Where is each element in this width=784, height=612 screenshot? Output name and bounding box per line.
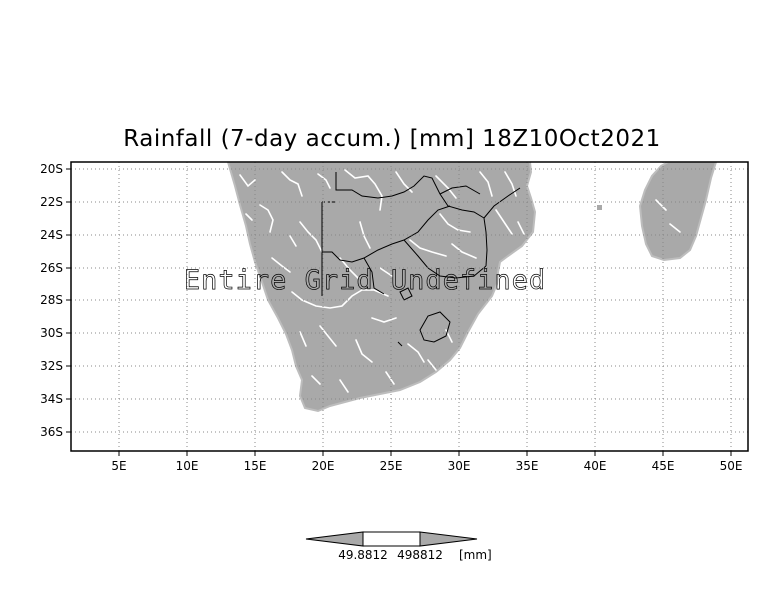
tick-marks — [66, 168, 732, 456]
lat-label-28s: 28S — [40, 293, 63, 307]
colorbar-unit: [mm] — [459, 548, 492, 562]
map-frame — [70, 161, 749, 452]
lon-label-10e: 10E — [176, 459, 199, 473]
undefined-grid-notice: Entire Grid Undefined — [184, 265, 546, 296]
colorbar-middle-box — [362, 531, 421, 547]
lat-label-36s: 36S — [40, 425, 63, 439]
lon-label-40e: 40E — [584, 459, 607, 473]
graticule — [71, 162, 748, 451]
colorbar: 49.8812 498812 [mm] — [305, 531, 492, 562]
colorbar-level-high: 498812 — [397, 548, 443, 562]
colorbar-left-arrow — [305, 531, 364, 547]
lon-label-50e: 50E — [720, 459, 743, 473]
lat-label-24s: 24S — [40, 228, 63, 242]
lon-label-5e: 5E — [111, 459, 126, 473]
map-area — [71, 162, 748, 451]
lon-label-20e: 20E — [312, 459, 335, 473]
lon-label-35e: 35E — [516, 459, 539, 473]
lat-label-20s: 20S — [40, 162, 63, 176]
lon-label-15e: 15E — [244, 459, 267, 473]
lon-label-30e: 30E — [448, 459, 471, 473]
lat-label-30s: 30S — [40, 326, 63, 340]
small-island — [597, 205, 602, 210]
lat-label-22s: 22S — [40, 195, 63, 209]
lon-label-25e: 25E — [380, 459, 403, 473]
lat-label-32s: 32S — [40, 359, 63, 373]
madagascar-land — [638, 162, 718, 262]
colorbar-level-low: 49.8812 — [338, 548, 388, 562]
latitude-labels: 20S 22S 24S 26S 28S 30S 32S 34S 36S — [40, 162, 63, 439]
lat-label-26s: 26S — [40, 261, 63, 275]
longitude-labels: 5E 10E 15E 20E 25E 30E 35E 40E 45E 50E — [111, 459, 742, 473]
lon-label-45e: 45E — [652, 459, 675, 473]
lat-label-34s: 34S — [40, 392, 63, 406]
map-title: Rainfall (7-day accum.) [mm] 18Z10Oct202… — [123, 126, 661, 152]
country-borders — [321, 172, 521, 347]
colorbar-right-arrow — [419, 531, 478, 547]
